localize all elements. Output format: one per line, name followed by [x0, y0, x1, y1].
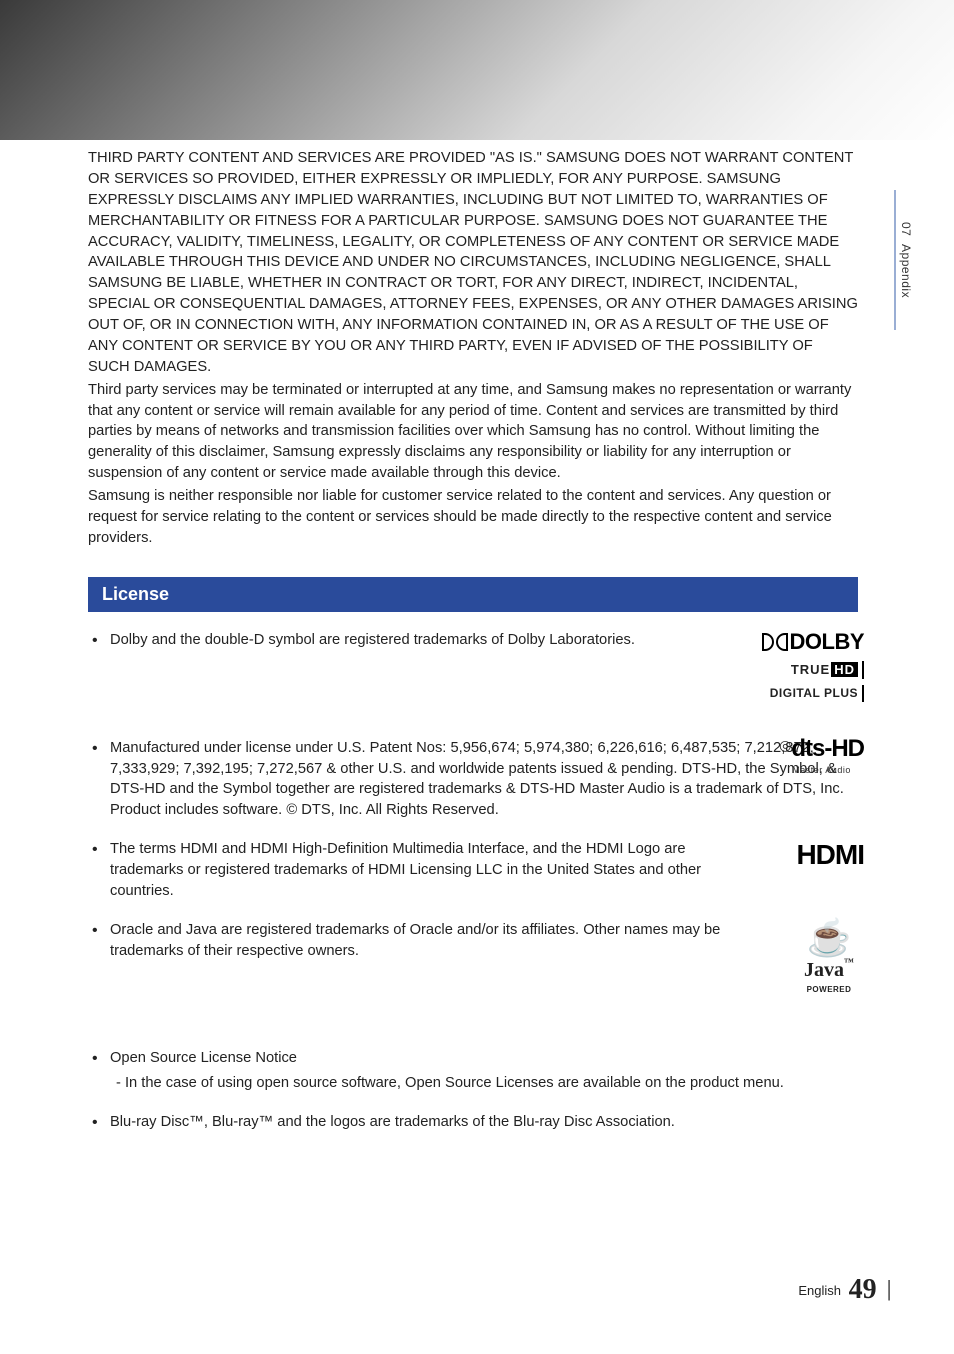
footer-bar: | [886, 1276, 892, 1301]
bullet-hdmi-text: The terms HDMI and HDMI High-Definition … [110, 839, 750, 902]
section-header-license: License [88, 577, 858, 612]
dts-disc-icon: ◎ [779, 737, 791, 753]
bullet-dolby: Dolby and the double-D symbol are regist… [88, 630, 858, 720]
bullet-opensource-sub: - In the case of using open source softw… [110, 1073, 858, 1094]
java-cup-icon: ☕ [794, 920, 864, 956]
java-logo: ☕ Java™ POWERED [794, 920, 864, 996]
bullet-java-text: Oracle and Java are registered trademark… [110, 920, 770, 962]
license-bullet-list: Dolby and the double-D symbol are regist… [88, 630, 858, 1133]
bullet-hdmi: The terms HDMI and HDMI High-Definition … [88, 839, 858, 902]
java-powered-text: POWERED [794, 984, 864, 995]
header-gradient [0, 0, 954, 140]
bullet-java: Oracle and Java are registered trademark… [88, 920, 858, 1030]
footer-page-number: 49 [849, 1274, 877, 1305]
disclaimer-paragraph-3: Samsung is neither responsible nor liabl… [88, 486, 858, 549]
dolby-digitalplus: DIGITAL PLUS [770, 685, 864, 702]
dts-logo-sub: Master Audio [779, 764, 864, 777]
chapter-tab-text: 07 Appendix [899, 222, 913, 298]
page-footer: English 49 | [798, 1274, 892, 1306]
bullet-dolby-text: Dolby and the double-D symbol are regist… [110, 632, 635, 648]
disclaimer-paragraph-2: Third party services may be terminated o… [88, 380, 858, 484]
chapter-tab: 07 Appendix [894, 190, 916, 330]
bullet-bluray: Blu-ray Disc™, Blu-ray™ and the logos ar… [88, 1112, 858, 1133]
hdmi-logo: HDMI [796, 835, 864, 875]
bullet-bluray-text: Blu-ray Disc™, Blu-ray™ and the logos ar… [110, 1114, 675, 1130]
java-logo-text: Java™ [794, 956, 864, 984]
dts-logo: ◎dts-HD Master Audio [779, 732, 864, 777]
dts-logo-text: dts-HD [791, 735, 864, 762]
chapter-title: Appendix [899, 244, 913, 298]
bullet-opensource: Open Source License Notice - In the case… [88, 1048, 858, 1094]
bullet-dts-text: Manufactured under license under U.S. Pa… [110, 740, 844, 819]
dolby-logo: DOLBY TRUEHD DIGITAL PLUS [762, 626, 865, 704]
footer-language: English [798, 1283, 841, 1298]
dolby-truehd: TRUEHD [791, 661, 864, 679]
dolby-dd-icon [762, 633, 788, 651]
chapter-number: 07 [899, 222, 913, 236]
hdmi-logo-text: HDMI [796, 839, 864, 870]
disclaimer-paragraph-1: THIRD PARTY CONTENT AND SERVICES ARE PRO… [88, 148, 858, 378]
bullet-opensource-main: Open Source License Notice [110, 1050, 297, 1066]
dolby-logo-main: DOLBY [762, 626, 865, 657]
bullet-dts: Manufactured under license under U.S. Pa… [88, 738, 858, 822]
page-content: THIRD PARTY CONTENT AND SERVICES ARE PRO… [88, 148, 858, 1150]
